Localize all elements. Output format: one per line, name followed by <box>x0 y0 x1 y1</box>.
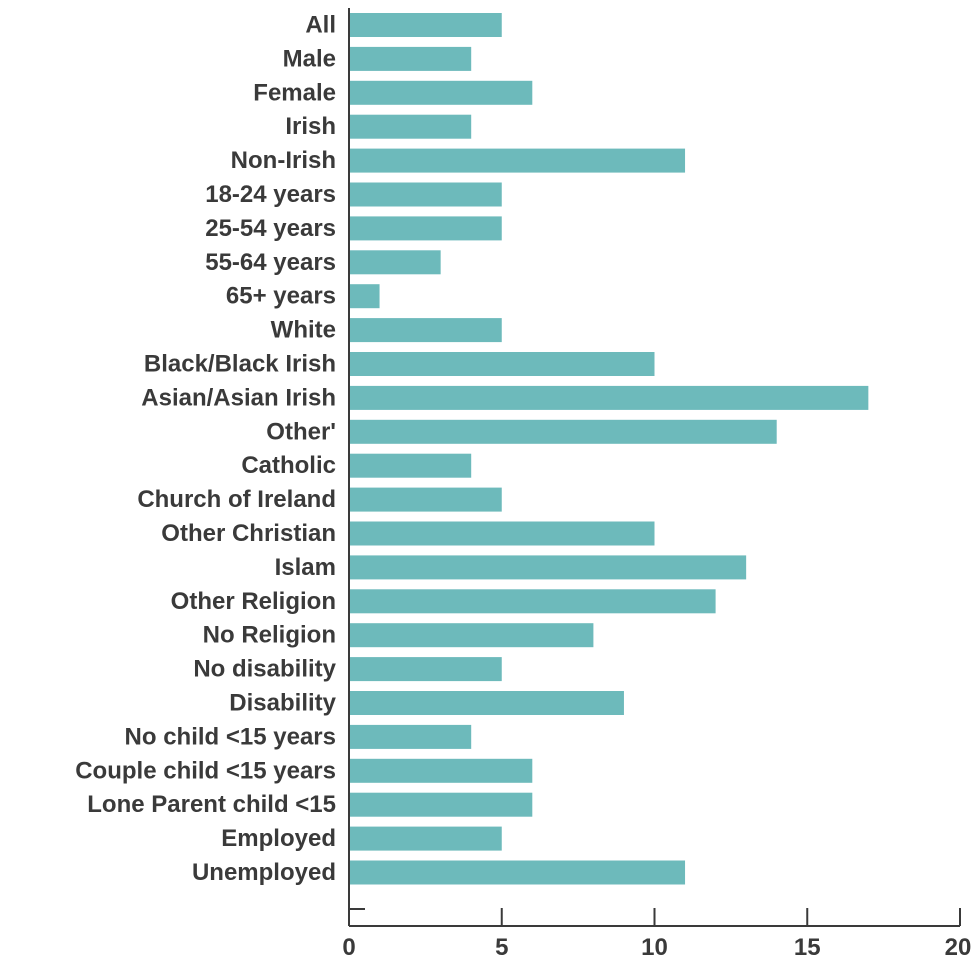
category-label: Catholic <box>241 452 336 479</box>
bar <box>349 318 502 343</box>
category-label: All <box>305 12 336 39</box>
bar <box>349 724 472 749</box>
category-label: Lone Parent child <15 <box>87 791 336 818</box>
category-label: Disability <box>229 690 336 717</box>
category-label: Other' <box>266 418 336 445</box>
category-label: Islam <box>275 554 336 581</box>
category-labels-group: All Male Female Irish Non-Irish 18-24 years 25… <box>75 12 336 887</box>
bar <box>349 521 655 546</box>
category-label: White <box>271 317 336 344</box>
category-label: Employed <box>221 825 336 852</box>
bar <box>349 623 594 648</box>
bar <box>349 487 502 512</box>
x-tick-label: 5 <box>495 934 508 961</box>
category-label: Female <box>253 79 336 106</box>
bar <box>349 555 747 580</box>
x-tick-label: 10 <box>641 934 668 961</box>
bar <box>349 453 472 478</box>
category-label: Other Christian <box>161 520 336 547</box>
bar <box>349 352 655 376</box>
bars-group <box>349 13 869 885</box>
category-label: No disability <box>193 656 336 683</box>
bar <box>349 691 624 715</box>
category-label: Unemployed <box>192 859 336 886</box>
category-label: 65+ years <box>226 283 336 310</box>
bar <box>349 758 533 783</box>
bar <box>349 216 502 241</box>
bar <box>349 657 502 682</box>
bar <box>349 182 502 207</box>
bar <box>349 385 869 410</box>
category-label: Other Religion <box>171 588 336 615</box>
category-label: 55-64 years <box>205 249 336 276</box>
category-label: Black/Black Irish <box>144 351 336 378</box>
bar <box>349 284 380 309</box>
category-label: No child <15 years <box>125 723 336 750</box>
bar <box>349 589 716 614</box>
category-label: Non-Irish <box>231 147 336 174</box>
category-label: Male <box>283 45 336 72</box>
bar <box>349 792 533 817</box>
category-label: Irish <box>285 113 336 140</box>
category-label: Church of Ireland <box>137 486 336 513</box>
category-label: No Religion <box>203 622 336 649</box>
x-ticks-group: 0 5 10 15 20 <box>342 908 971 961</box>
category-label: Couple child <15 years <box>75 757 336 784</box>
bar <box>349 148 686 173</box>
bar <box>349 419 777 444</box>
x-tick-label: 0 <box>342 934 355 961</box>
category-label: 18-24 years <box>205 181 336 208</box>
x-tick-label: 20 <box>945 934 972 961</box>
x-tick-label: 15 <box>794 934 821 961</box>
bar <box>349 13 502 37</box>
bar <box>349 46 472 71</box>
bar <box>349 826 502 851</box>
bar <box>349 860 686 885</box>
bar <box>349 114 472 139</box>
category-label: 25-54 years <box>205 215 336 242</box>
bar <box>349 80 533 105</box>
bar <box>349 250 441 275</box>
category-label: Asian/Asian Irish <box>141 384 336 411</box>
